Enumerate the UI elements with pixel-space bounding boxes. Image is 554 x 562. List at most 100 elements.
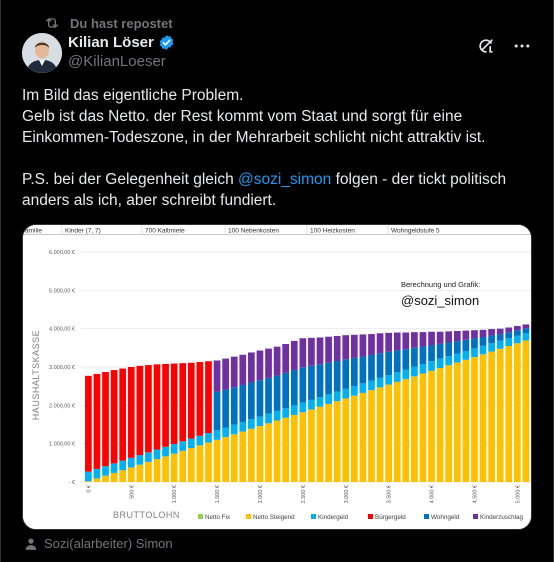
bar-segment [359, 356, 367, 384]
bar-segment [445, 356, 453, 366]
bar-segment [179, 450, 187, 482]
bar-segment [376, 333, 384, 354]
header-cell: 100 Heizkosten [310, 228, 355, 235]
legend-label: Kindergeld [318, 514, 349, 521]
bar-segment [299, 402, 307, 413]
legend-label: Netto Fix [205, 514, 231, 521]
bar-segment [119, 368, 127, 461]
tagged-user[interactable]: Sozi(alarbeiter) Simon [24, 536, 173, 551]
bar-segment [265, 423, 272, 482]
bar-segment [222, 389, 229, 428]
bar-segment [85, 375, 92, 472]
bar-segment [505, 327, 513, 333]
bar-segment [342, 398, 350, 482]
bar-segment [299, 338, 307, 368]
bar-segment [127, 457, 135, 468]
bar-segment [428, 345, 435, 362]
bar-segment [179, 441, 187, 451]
bar-segment [393, 350, 401, 373]
legend-label: Bürgergeld [375, 514, 406, 521]
bar-segment [248, 352, 255, 383]
repost-indicator[interactable]: Du hast repostet [44, 14, 173, 32]
post-line-1: Im Bild das eigentliche Problem. [22, 87, 244, 104]
bar-segment [136, 464, 144, 482]
bar-segment [256, 426, 264, 482]
bar-segment [222, 437, 229, 482]
bar-segment [350, 395, 358, 482]
bar-segment [136, 455, 144, 465]
bar-segment [265, 348, 272, 378]
bar-segment [462, 350, 470, 360]
bar-segment [145, 461, 152, 482]
grok-icon[interactable] [476, 36, 496, 56]
bar-segment [419, 364, 427, 374]
bar-segment [402, 379, 410, 482]
header-cell: Wohngeldstufe 5 [391, 228, 440, 235]
avatar[interactable] [22, 33, 62, 73]
bar-segment [196, 362, 204, 436]
bar-segment [359, 383, 367, 393]
bar-segment [325, 362, 332, 395]
bar-segment [308, 337, 315, 366]
legend-label: Wohngeld [431, 514, 460, 521]
bar-segment [342, 335, 350, 360]
bar-segment [265, 413, 272, 424]
bar-segment [419, 332, 427, 347]
bar-segment [308, 365, 315, 400]
bar-segment [299, 367, 307, 403]
bar-segment [419, 373, 427, 482]
bar-segment [162, 363, 169, 447]
bar-segment [514, 325, 521, 331]
bar-segment [385, 384, 392, 482]
bar-segment [376, 377, 384, 388]
bar-segment [239, 421, 247, 432]
bar-segment [110, 472, 118, 482]
author-block[interactable]: Kilian Löser @KilianLoeser [68, 34, 175, 70]
x-axis-label: BRUTTOLOHN [113, 510, 180, 520]
bar-segment [522, 340, 530, 482]
bar-segment [136, 365, 144, 456]
bar-segment [368, 334, 375, 355]
bar-segment [282, 372, 290, 409]
author-name[interactable]: Kilian Löser [68, 34, 154, 51]
bar-segment [514, 335, 521, 344]
bar-segment [213, 439, 221, 482]
bar-segment [325, 336, 332, 363]
bar-segment [213, 391, 221, 431]
bar-segment [290, 369, 298, 406]
bar-segment [187, 448, 195, 482]
bar-segment [333, 401, 341, 482]
header-cell: amilie [25, 228, 42, 235]
author-handle[interactable]: @KilianLoeser [68, 53, 166, 70]
bar-segment [445, 342, 453, 357]
x-tick-label: 4.000 € [430, 485, 436, 503]
bar-segment [359, 334, 367, 357]
bar-segment [488, 335, 495, 344]
y-tick-label: 4.000,00 € [49, 327, 75, 333]
x-tick-label: 2.000 € [258, 485, 264, 503]
bar-segment [350, 357, 358, 387]
bar-segment [496, 334, 504, 341]
tagged-user-name: Sozi(alarbeiter) Simon [44, 536, 173, 551]
bar-segment [411, 366, 418, 377]
bar-segment [248, 419, 255, 429]
bar-segment [282, 417, 290, 482]
legend-label: Netto Steigend [253, 514, 295, 521]
bar-segment [256, 380, 264, 417]
bar-segment [376, 353, 384, 378]
bar-segment [170, 444, 178, 454]
bar-segment [273, 420, 281, 482]
legend-swatch [311, 514, 316, 519]
legend-swatch [368, 514, 373, 519]
bar-segment [93, 468, 101, 479]
bar-segment [333, 360, 341, 392]
x-tick-label: 1.000 € [172, 485, 178, 503]
mention-link[interactable]: @sozi_simon [238, 171, 332, 188]
post-line-5: anders als ich, aber schreibt fundiert. [22, 192, 277, 209]
more-options-icon[interactable] [512, 36, 532, 56]
post-media-chart[interactable]: amilie Kinder (7, 7) 700 Kaltmiete 100 Nebe… [22, 224, 532, 530]
bar-segment [393, 332, 401, 351]
bar-segment [179, 363, 187, 442]
bar-segment [222, 358, 229, 390]
bar-segment [402, 369, 410, 380]
